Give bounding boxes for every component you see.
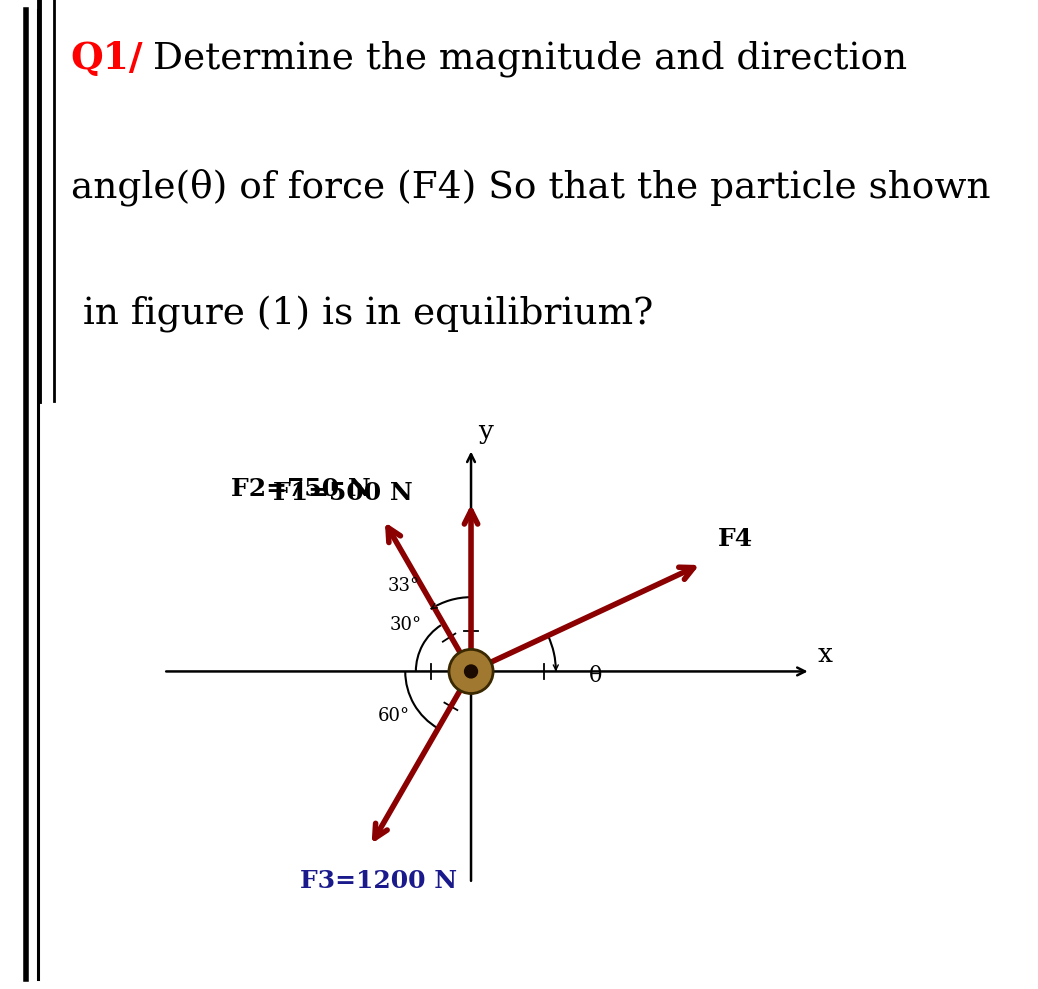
Circle shape (465, 665, 477, 677)
Text: 30°: 30° (389, 616, 421, 634)
Text: 33°: 33° (387, 577, 419, 595)
Text: F2=750 N: F2=750 N (231, 477, 371, 500)
Text: Q1/: Q1/ (71, 40, 143, 77)
Circle shape (449, 650, 493, 693)
Text: θ: θ (589, 665, 602, 686)
Text: F3=1200 N: F3=1200 N (300, 869, 458, 893)
Text: y: y (479, 419, 493, 444)
Text: 60°: 60° (378, 707, 410, 725)
Text: x: x (818, 642, 832, 668)
Text: Determine the magnitude and direction: Determine the magnitude and direction (141, 40, 907, 76)
Text: in figure (1) is in equilibrium?: in figure (1) is in equilibrium? (71, 297, 653, 333)
Text: F1=500 N: F1=500 N (273, 482, 413, 505)
Text: F4: F4 (717, 527, 753, 551)
Text: angle(θ) of force (F4) So that the particle shown: angle(θ) of force (F4) So that the parti… (71, 168, 990, 206)
